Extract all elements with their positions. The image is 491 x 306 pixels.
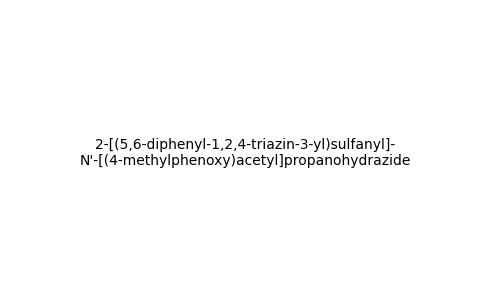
Text: 2-[(5,6-diphenyl-1,2,4-triazin-3-yl)sulfanyl]-
N'-[(4-methylphenoxy)acetyl]propa: 2-[(5,6-diphenyl-1,2,4-triazin-3-yl)sulf… (80, 138, 411, 168)
